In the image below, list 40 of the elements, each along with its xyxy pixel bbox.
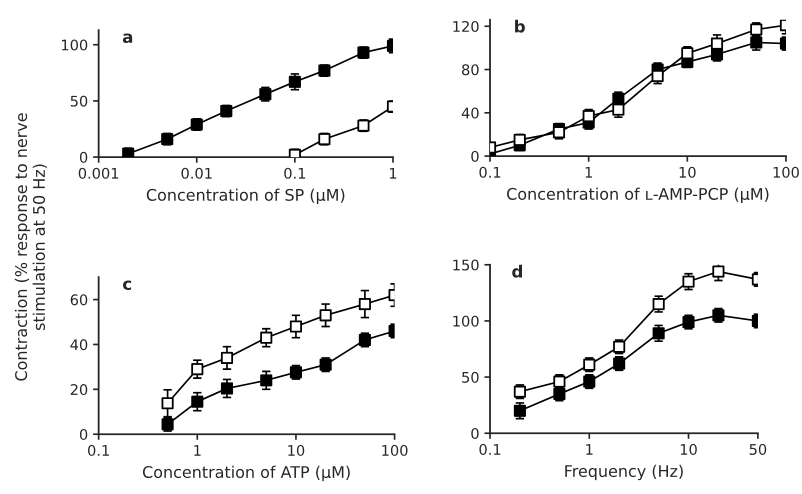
x-tick-label: 10 bbox=[680, 166, 696, 178]
x-tick-label: 0.1 bbox=[284, 168, 306, 179]
chart-title: a bbox=[122, 33, 132, 44]
chart-title: b bbox=[515, 20, 525, 33]
y-tick-label: 40 bbox=[462, 108, 479, 119]
x-tick-label: 10 bbox=[288, 444, 304, 456]
x-axis-title: Frequency (Hz) bbox=[565, 464, 683, 480]
y-tick-label: 100 bbox=[62, 39, 88, 50]
y-tick-label: 100 bbox=[453, 316, 479, 327]
x-tick-label: 0.01 bbox=[181, 168, 212, 179]
y-tick-label: 0 bbox=[80, 428, 88, 440]
y-tick-label: 50 bbox=[462, 372, 479, 383]
y-tick-label: 0 bbox=[471, 150, 479, 162]
x-tick-label: 0.001 bbox=[78, 168, 118, 179]
x-tick-label: 1 bbox=[586, 444, 593, 455]
chart-title: d bbox=[512, 264, 522, 278]
x-axis-title: Concentration of ATP (μM) bbox=[142, 466, 350, 482]
x-tick-label: 1 bbox=[586, 166, 592, 178]
y-tick-label: 80 bbox=[462, 64, 479, 76]
x-tick-label: 0.1 bbox=[479, 166, 500, 178]
x-tick-label: 100 bbox=[382, 444, 408, 456]
y-tick-label: 150 bbox=[453, 260, 479, 271]
x-tick-label: 10 bbox=[680, 444, 697, 455]
chart-title: c bbox=[123, 280, 132, 290]
y-tick-label: 20 bbox=[70, 384, 88, 396]
x-axis-title: Concentration of ʟ-AMP-PCP (μM) bbox=[507, 188, 768, 204]
x-axis-title: Concentration of SP (μM) bbox=[146, 188, 344, 204]
y-tick-label: 50 bbox=[70, 96, 88, 107]
x-tick-label: 100 bbox=[774, 166, 799, 178]
y-axis-title: Contraction (% response to nerve stimulation at 50 Hz) bbox=[14, 113, 47, 381]
x-tick-label: 0.1 bbox=[479, 444, 500, 455]
y-tick-label: 60 bbox=[70, 294, 88, 306]
x-tick-label: 1 bbox=[194, 445, 201, 456]
y-tick-label: 120 bbox=[453, 20, 479, 32]
y-tick-label: 40 bbox=[70, 339, 88, 350]
x-tick-label: 0.1 bbox=[88, 444, 109, 456]
y-tick-label: 0 bbox=[471, 428, 479, 439]
x-tick-label: 50 bbox=[750, 444, 766, 455]
y-tick-label: 0 bbox=[80, 152, 88, 163]
x-tick-label: 1 bbox=[390, 168, 396, 179]
